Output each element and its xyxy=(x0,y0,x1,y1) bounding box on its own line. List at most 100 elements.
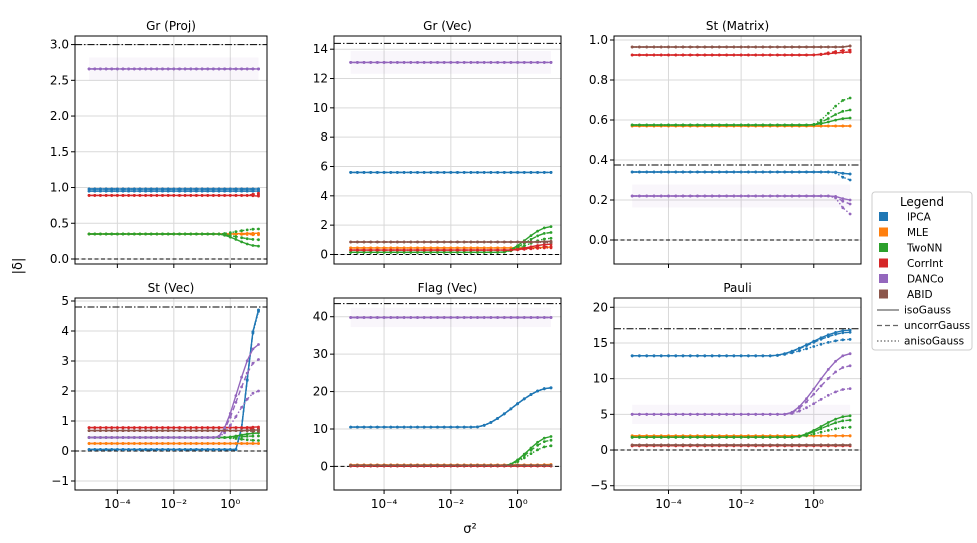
data-point xyxy=(848,212,852,216)
data-point xyxy=(805,347,808,351)
data-point xyxy=(234,235,238,239)
data-point xyxy=(223,194,227,197)
y-tick-label: 0.5 xyxy=(50,216,69,230)
data-point xyxy=(667,53,670,57)
data-point xyxy=(456,61,459,64)
data-point xyxy=(674,45,678,49)
data-point xyxy=(240,67,244,71)
data-point xyxy=(819,337,823,341)
data-point xyxy=(449,171,453,174)
data-point xyxy=(195,187,198,191)
data-point xyxy=(200,429,204,432)
data-point xyxy=(462,425,466,429)
data-point xyxy=(502,250,506,254)
data-point xyxy=(819,384,823,388)
data-point xyxy=(819,194,823,198)
data-point xyxy=(848,124,852,128)
data-point xyxy=(739,412,743,416)
data-point xyxy=(212,426,215,429)
plot-area xyxy=(334,303,561,468)
data-point xyxy=(104,232,108,236)
data-point xyxy=(659,412,663,416)
data-point xyxy=(356,463,359,467)
data-point xyxy=(761,45,765,49)
data-point xyxy=(797,406,801,410)
data-point xyxy=(739,53,743,57)
data-point xyxy=(138,189,142,193)
data-point xyxy=(652,354,656,358)
data-point xyxy=(496,171,499,174)
data-point xyxy=(362,463,366,467)
data-point xyxy=(189,232,193,236)
data-point xyxy=(456,240,459,244)
data-point xyxy=(376,250,379,254)
data-point xyxy=(812,402,816,405)
data-point xyxy=(834,196,837,200)
data-point xyxy=(172,232,176,236)
data-point xyxy=(776,123,779,127)
y-tick-label: 2.5 xyxy=(50,73,69,87)
data-point xyxy=(206,232,210,236)
data-point xyxy=(819,377,823,381)
data-point xyxy=(228,194,232,197)
data-point xyxy=(212,442,215,445)
data-point xyxy=(376,463,379,467)
subplot-5: 0 10 20 30 40 10⁻⁴ 10⁻² 10⁰ Flag (Vec) xyxy=(313,281,562,511)
data-point xyxy=(776,53,779,57)
data-point xyxy=(240,375,244,379)
data-point xyxy=(797,347,801,351)
data-point xyxy=(476,240,479,244)
data-point xyxy=(251,331,255,335)
data-point xyxy=(509,61,513,64)
data-point xyxy=(132,67,136,71)
y-tick-label: 0 xyxy=(320,247,328,261)
data-point xyxy=(178,194,181,197)
data-point xyxy=(826,52,830,56)
data-point xyxy=(436,240,439,244)
data-point xyxy=(542,445,546,449)
data-point xyxy=(819,430,823,434)
data-point xyxy=(462,463,466,467)
data-point xyxy=(790,123,794,127)
data-point xyxy=(223,189,227,193)
data-point xyxy=(536,61,539,64)
data-point xyxy=(489,171,493,174)
data-point xyxy=(251,361,255,365)
data-point xyxy=(848,48,852,52)
data-point xyxy=(638,435,641,439)
data-point xyxy=(257,430,260,433)
y-tick-label: 0.4 xyxy=(589,153,608,167)
data-point xyxy=(805,170,808,174)
data-point xyxy=(389,171,393,174)
data-point xyxy=(462,240,466,244)
data-point xyxy=(826,443,830,447)
data-point xyxy=(389,250,393,254)
data-point xyxy=(362,425,366,429)
data-point xyxy=(166,189,170,193)
data-point xyxy=(422,61,426,64)
data-point xyxy=(138,436,142,439)
data-point xyxy=(790,351,794,355)
data-point xyxy=(725,53,728,57)
data-point xyxy=(549,316,553,319)
data-point xyxy=(382,171,386,174)
data-point xyxy=(462,248,466,252)
data-point xyxy=(172,429,176,432)
data-point xyxy=(195,194,198,197)
data-point xyxy=(732,170,736,174)
data-point xyxy=(725,194,728,198)
data-point xyxy=(542,387,546,391)
data-point xyxy=(630,45,634,49)
data-point xyxy=(826,120,830,124)
data-point xyxy=(502,248,506,252)
data-point xyxy=(99,232,102,236)
data-point xyxy=(362,171,366,174)
data-point xyxy=(240,187,244,191)
data-point xyxy=(251,442,255,445)
data-point xyxy=(402,248,406,252)
data-point xyxy=(178,67,181,71)
data-point xyxy=(761,170,765,174)
data-point xyxy=(138,232,142,236)
data-point xyxy=(732,443,736,447)
data-point xyxy=(396,246,399,250)
